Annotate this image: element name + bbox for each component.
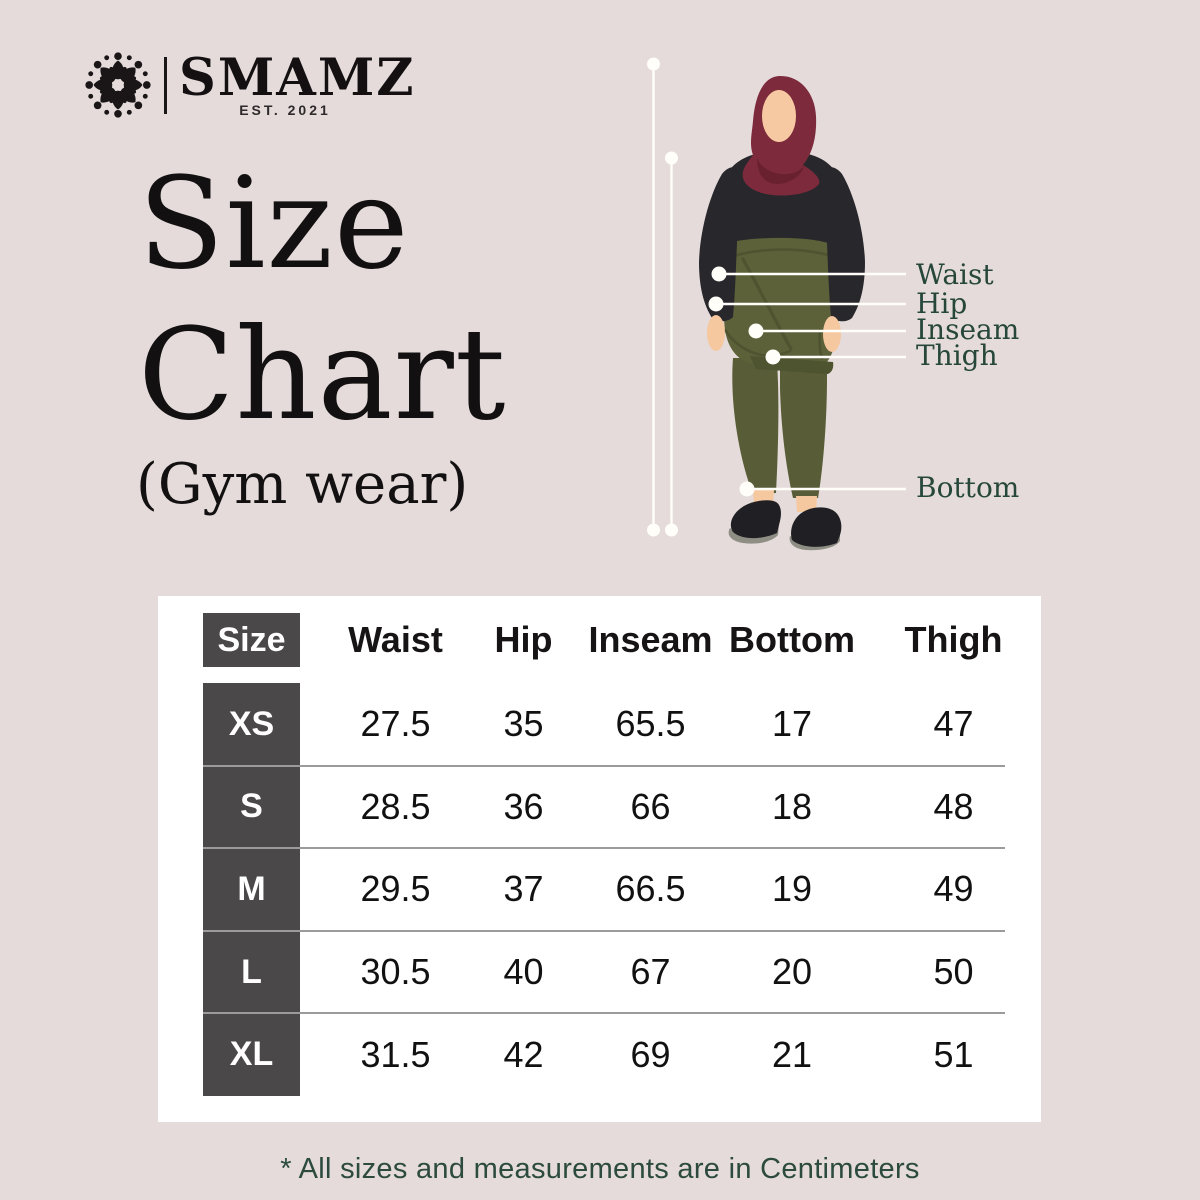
table-body: XS 27.5 35 65.5 17 47 S 28.5 36 66 18 48… [158, 683, 1041, 1096]
cell-hip: 40 [503, 951, 544, 993]
size-badge: S [203, 765, 300, 849]
page-title-line1: Size [138, 150, 410, 297]
cell-bottom: 21 [771, 1033, 813, 1075]
table-header-waist: Waist [348, 619, 443, 660]
cell-thigh: 47 [933, 703, 974, 745]
cell-hip: 36 [503, 785, 544, 827]
units-footnote: * All sizes and measurements are in Cent… [280, 1153, 920, 1185]
size-table-card: Size Waist Hip Inseam Bottom Thigh XS 27… [158, 596, 1041, 1122]
page-title: Size Chart [138, 148, 507, 450]
table-row-m: M 29.5 37 66.5 19 49 [158, 847, 1041, 931]
cell-waist: 30.5 [360, 951, 431, 993]
measure-label-inseam: Inseam [916, 313, 1020, 346]
logo-divider [164, 57, 167, 114]
cell-waist: 28.5 [360, 785, 431, 827]
cell-hip: 37 [503, 868, 544, 910]
table-row-xs: XS 27.5 35 65.5 17 47 [158, 683, 1041, 766]
table-header-inseam: Inseam [588, 619, 713, 660]
size-badge: M [203, 848, 300, 931]
cell-inseam: 66 [630, 785, 671, 827]
measure-label-bottom: Bottom [916, 471, 1020, 504]
measure-label-hip: Hip [916, 287, 968, 320]
cell-hip: 42 [503, 1033, 544, 1075]
size-badge: XS [203, 683, 300, 766]
cell-inseam: 65.5 [615, 703, 686, 745]
cell-waist: 29.5 [360, 868, 431, 910]
cell-waist: 31.5 [360, 1033, 431, 1075]
brand-established: EST. 2021 [239, 102, 331, 118]
cell-bottom: 19 [771, 868, 813, 910]
cell-thigh: 50 [933, 951, 974, 993]
table-header-size: Size [203, 613, 300, 667]
cell-bottom: 17 [771, 703, 813, 745]
cell-inseam: 69 [630, 1033, 671, 1075]
table-row-l: L 30.5 40 67 20 50 [158, 929, 1041, 1014]
brand-mandala-icon [85, 52, 151, 118]
size-badge: L [203, 930, 300, 1014]
table-header-thigh: Thigh [904, 619, 1003, 660]
table-header-row: Size Waist Hip Inseam Bottom Thigh [158, 613, 1041, 667]
cell-thigh: 49 [933, 868, 974, 910]
cell-thigh: 51 [933, 1033, 974, 1075]
size-badge: XL [203, 1013, 300, 1096]
gym-wear-figure-illustration [647, 57, 906, 551]
page-subtitle: (Gym wear) [136, 452, 469, 517]
page-title-line2: Chart [138, 301, 507, 449]
table-header-hip: Hip [494, 619, 553, 660]
cell-hip: 35 [503, 703, 544, 745]
measure-label-waist: Waist [916, 258, 994, 291]
measure-label-thigh: Thigh [916, 339, 998, 372]
cell-waist: 27.5 [360, 703, 431, 745]
brand-name: SMAMZ [179, 48, 416, 108]
table-row-s: S 28.5 36 66 18 48 [158, 764, 1041, 849]
cell-inseam: 66.5 [615, 868, 686, 910]
cell-bottom: 20 [771, 951, 813, 993]
cell-thigh: 48 [933, 785, 974, 827]
table-header-bottom: Bottom [729, 619, 855, 660]
cell-bottom: 18 [771, 785, 813, 827]
table-row-xl: XL 31.5 42 69 21 51 [158, 1012, 1041, 1096]
cell-inseam: 67 [630, 951, 671, 993]
